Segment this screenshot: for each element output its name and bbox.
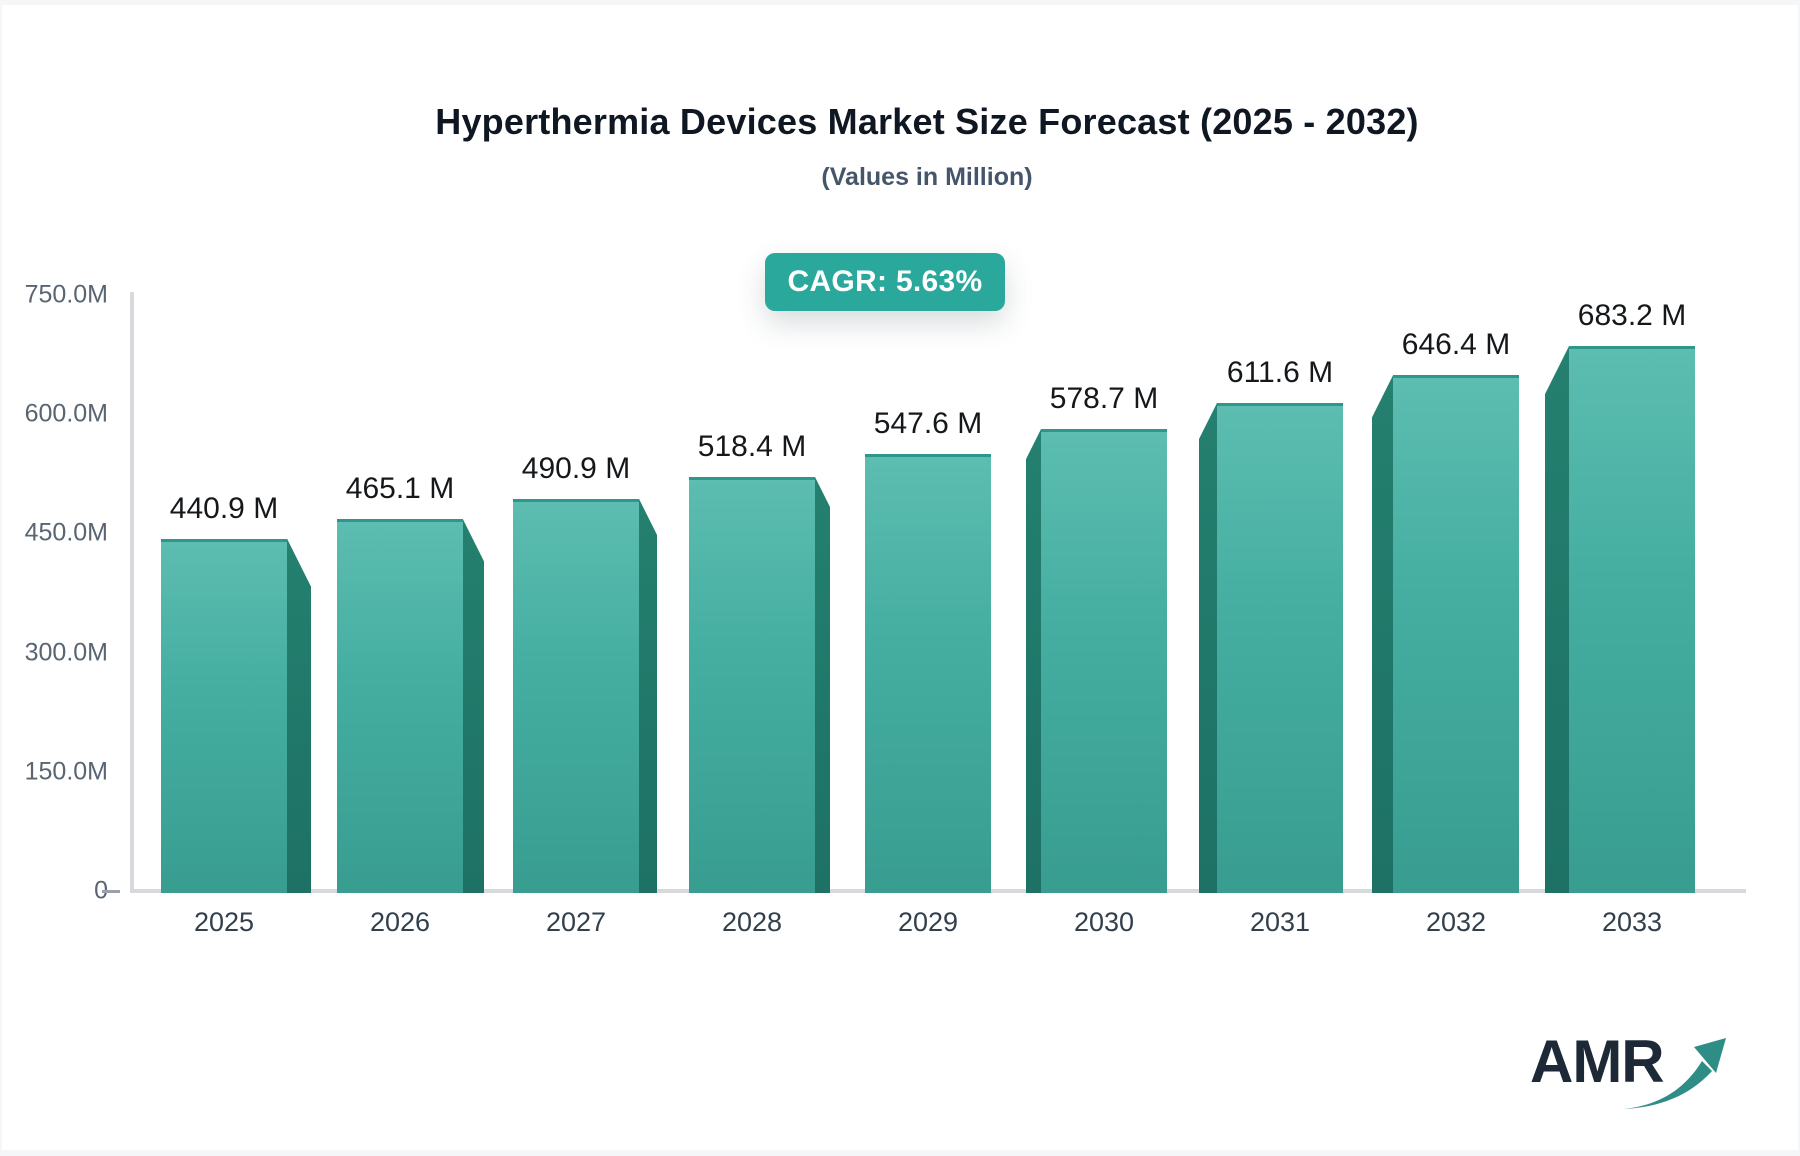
x-tick-label-2032: 2032 xyxy=(1425,907,1487,937)
y-tick-label: 300.0M xyxy=(24,638,108,667)
y-axis-line xyxy=(130,292,134,893)
bar-2033 xyxy=(1569,346,1695,893)
x-tick-label-2025: 2025 xyxy=(193,907,255,937)
bar-2025 xyxy=(161,538,287,893)
x-tick-label-2028: 2028 xyxy=(721,907,783,937)
zero-tick-dash xyxy=(102,890,120,893)
bar-side-face-2031 xyxy=(1199,402,1217,893)
cagr-badge: CAGR: 5.63% xyxy=(765,253,1005,311)
bar-side-face-2033 xyxy=(1545,346,1569,893)
amr-logo: AMR xyxy=(1530,1027,1730,1117)
bar-2028 xyxy=(689,477,815,893)
x-tick-label-2029: 2029 xyxy=(897,907,959,937)
cagr-badge-label: CAGR: 5.63% xyxy=(787,265,983,298)
chart-subtitle: (Values in Million) xyxy=(821,163,1033,191)
bar-value-label-2033: 683.2 M xyxy=(1577,299,1687,333)
bar-side-face-2030 xyxy=(1026,429,1041,893)
y-tick-label: 0 xyxy=(0,877,108,906)
x-tick-label-2027: 2027 xyxy=(545,907,607,937)
bar-value-label-2032: 646.4 M xyxy=(1401,328,1511,362)
bar-2031 xyxy=(1217,402,1343,893)
bar-value-label-2028: 518.4 M xyxy=(697,430,807,464)
chart-card: Hyperthermia Devices Market Size Forecas… xyxy=(2,5,1798,1150)
bar-side-face-2026 xyxy=(463,519,484,893)
bar-value-label-2027: 490.9 M xyxy=(521,451,631,485)
y-tick-label: 750.0M xyxy=(24,280,108,309)
growth-arrow-icon xyxy=(1624,1038,1726,1109)
x-tick-label-2030: 2030 xyxy=(1073,907,1135,937)
y-tick-label: 600.0M xyxy=(24,399,108,428)
bar-value-label-2029: 547.6 M xyxy=(873,406,983,440)
bar-chart-plot-area: 0 150.0M 300.0M 450.0M 600.0M 750.0M 440.9 M 4… xyxy=(2,5,1798,1150)
bar-2032 xyxy=(1393,375,1519,893)
amr-logo-text: AMR xyxy=(1530,1028,1665,1095)
bar-2026 xyxy=(337,519,463,893)
bar-2029 xyxy=(865,453,991,893)
bar-value-label-2031: 611.6 M xyxy=(1226,355,1334,389)
x-tick-label-2033: 2033 xyxy=(1601,907,1663,937)
bar-value-label-2025: 440.9 M xyxy=(169,491,279,525)
chart-title: Hyperthermia Devices Market Size Forecas… xyxy=(435,101,1419,142)
y-tick-label: 450.0M xyxy=(24,518,108,547)
bar-2030 xyxy=(1041,429,1167,893)
bar-2027 xyxy=(513,498,639,893)
x-tick-label-2031: 2031 xyxy=(1249,907,1311,937)
y-tick-label: 150.0M xyxy=(24,757,108,786)
bar-side-face-2032 xyxy=(1372,375,1393,893)
x-tick-label-2026: 2026 xyxy=(369,907,431,937)
bar-value-label-2026: 465.1 M xyxy=(345,472,455,506)
bar-value-label-2030: 578.7 M xyxy=(1049,382,1159,416)
bar-side-face-2028 xyxy=(815,477,830,893)
bar-side-face-2025 xyxy=(287,538,311,893)
bar-side-face-2027 xyxy=(639,498,657,893)
